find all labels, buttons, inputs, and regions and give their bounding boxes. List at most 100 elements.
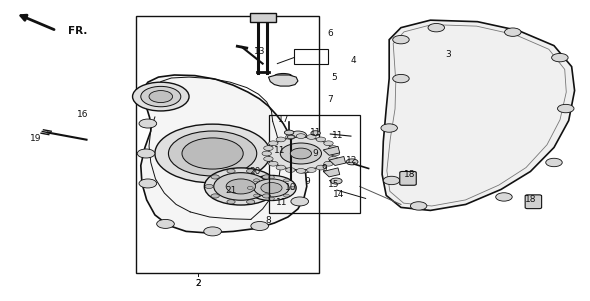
Circle shape — [264, 146, 273, 150]
Text: 12: 12 — [346, 157, 358, 166]
Circle shape — [268, 137, 333, 170]
Circle shape — [155, 124, 270, 183]
Polygon shape — [323, 146, 340, 155]
Circle shape — [268, 141, 278, 146]
Polygon shape — [141, 75, 307, 233]
Polygon shape — [323, 168, 340, 177]
Text: 14: 14 — [333, 190, 344, 199]
Circle shape — [296, 169, 306, 173]
Circle shape — [137, 149, 155, 158]
Bar — [294, 49, 328, 64]
Text: 11: 11 — [276, 198, 287, 207]
Circle shape — [262, 151, 271, 156]
Circle shape — [205, 184, 213, 188]
Text: FR.: FR. — [68, 26, 88, 36]
Circle shape — [227, 200, 235, 204]
Circle shape — [226, 179, 255, 194]
Polygon shape — [382, 20, 575, 210]
FancyBboxPatch shape — [250, 13, 276, 22]
Circle shape — [214, 173, 268, 200]
Circle shape — [247, 175, 296, 200]
Text: 11: 11 — [310, 128, 322, 137]
Circle shape — [227, 169, 235, 173]
Circle shape — [204, 227, 221, 236]
Circle shape — [263, 175, 271, 179]
Circle shape — [251, 222, 268, 231]
Text: 3: 3 — [445, 50, 451, 59]
Circle shape — [291, 197, 309, 206]
Circle shape — [254, 194, 260, 197]
Circle shape — [296, 134, 306, 138]
Circle shape — [558, 104, 574, 113]
Circle shape — [284, 130, 294, 135]
Circle shape — [268, 184, 277, 188]
Circle shape — [284, 194, 289, 197]
Circle shape — [496, 193, 512, 201]
Text: 5: 5 — [332, 73, 337, 82]
Text: 11: 11 — [274, 146, 286, 155]
Circle shape — [346, 159, 358, 165]
Circle shape — [276, 165, 286, 170]
Circle shape — [263, 194, 271, 198]
Circle shape — [381, 124, 398, 132]
Circle shape — [295, 164, 313, 173]
FancyBboxPatch shape — [525, 195, 542, 209]
Text: 16: 16 — [77, 110, 89, 119]
Circle shape — [139, 119, 157, 128]
FancyBboxPatch shape — [400, 172, 417, 185]
Text: 9: 9 — [304, 178, 310, 186]
Circle shape — [284, 179, 289, 182]
Circle shape — [290, 186, 296, 189]
Circle shape — [247, 169, 255, 173]
Circle shape — [290, 148, 312, 159]
Circle shape — [311, 131, 320, 135]
Text: 11: 11 — [332, 131, 344, 140]
Circle shape — [324, 141, 333, 146]
Text: 21: 21 — [226, 186, 237, 195]
Ellipse shape — [274, 73, 292, 79]
Circle shape — [133, 82, 189, 111]
Text: 6: 6 — [327, 29, 333, 38]
Text: 4: 4 — [351, 56, 357, 65]
Circle shape — [330, 178, 342, 184]
Text: 15: 15 — [328, 180, 340, 188]
Circle shape — [268, 161, 278, 166]
Text: 10: 10 — [285, 183, 297, 192]
Circle shape — [247, 186, 253, 189]
Circle shape — [552, 53, 568, 62]
Circle shape — [211, 175, 219, 179]
Text: 18: 18 — [404, 170, 415, 179]
Circle shape — [169, 131, 257, 176]
Circle shape — [204, 168, 277, 205]
Bar — [269, 115, 360, 213]
Circle shape — [139, 179, 157, 188]
Text: 13: 13 — [254, 47, 266, 56]
Circle shape — [289, 131, 307, 140]
Circle shape — [247, 200, 255, 204]
Text: 8: 8 — [266, 216, 271, 225]
Circle shape — [268, 176, 274, 179]
Text: 20: 20 — [250, 167, 261, 176]
Text: 9: 9 — [322, 164, 327, 173]
Circle shape — [393, 36, 409, 44]
Circle shape — [149, 91, 172, 103]
Text: 17: 17 — [277, 115, 289, 123]
Text: 19: 19 — [30, 134, 42, 143]
Circle shape — [329, 157, 338, 161]
Circle shape — [264, 157, 273, 161]
Circle shape — [316, 165, 326, 170]
Polygon shape — [329, 157, 346, 166]
Bar — [136, 16, 319, 273]
Circle shape — [329, 146, 338, 150]
Circle shape — [261, 183, 282, 193]
Circle shape — [428, 23, 444, 32]
Circle shape — [268, 197, 274, 200]
Circle shape — [546, 158, 562, 167]
Circle shape — [276, 137, 286, 142]
Circle shape — [393, 74, 409, 83]
Circle shape — [504, 28, 521, 36]
Circle shape — [286, 135, 295, 139]
Circle shape — [411, 202, 427, 210]
Circle shape — [384, 176, 400, 185]
Circle shape — [254, 179, 260, 182]
